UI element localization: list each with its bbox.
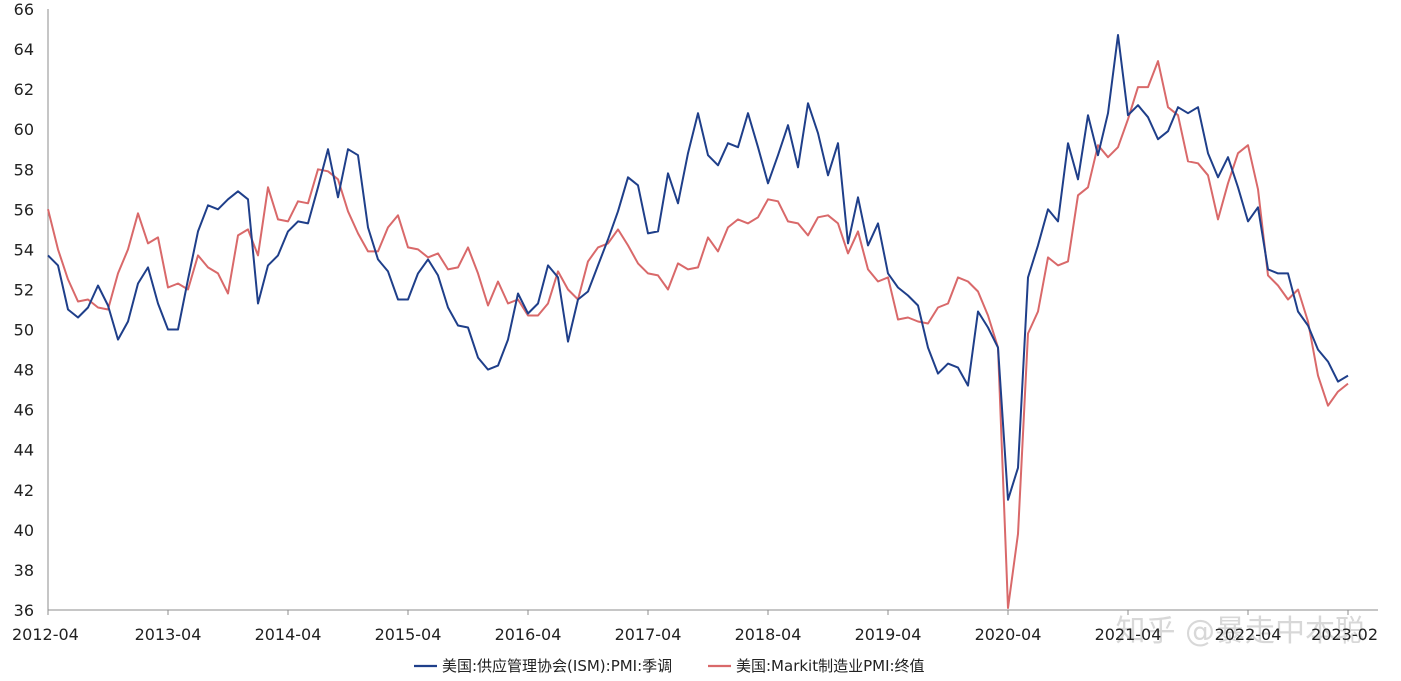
watermark-layer: 知乎 @暴走中本聪: [1115, 614, 1365, 649]
axes: [47, 9, 1378, 611]
legend-item-ism[interactable]: 美国:供应管理协会(ISM):PMI:季调: [414, 657, 672, 675]
y-tick-label: 54: [14, 240, 34, 259]
y-tick-label: 58: [14, 160, 34, 179]
x-tick-label: 2017-04: [615, 625, 682, 644]
y-tick-label: 42: [14, 481, 34, 500]
x-tick-label: 2023-02: [1311, 625, 1378, 644]
y-tick-label: 40: [14, 521, 34, 540]
y-tick-label: 44: [14, 441, 34, 460]
series-layer: [47, 34, 1349, 609]
legend-item-markit[interactable]: 美国:Markit制造业PMI:终值: [708, 657, 925, 675]
x-tick-label: 2021-04: [1095, 625, 1162, 644]
legend-label-markit: 美国:Markit制造业PMI:终值: [736, 657, 925, 675]
y-tick-label: 46: [14, 401, 34, 420]
legend: 美国:供应管理协会(ISM):PMI:季调 美国:Markit制造业PMI:终值: [414, 657, 925, 675]
x-tick-label: 2014-04: [255, 625, 322, 644]
y-tick-label: 36: [14, 601, 34, 620]
y-tick-label: 50: [14, 321, 34, 340]
series-line-ism: [47, 34, 1349, 501]
x-tick-label: 2016-04: [495, 625, 562, 644]
x-axis-tick-labels: 2012-04 2013-04 2014-04 2015-04 2016-04 2017-…: [12, 610, 1378, 644]
x-tick-label: 2022-04: [1215, 625, 1282, 644]
y-axis-tick-labels: 36 38 40 42 44 46 48 50 52 54 56 58 60 62 64 66: [14, 0, 34, 620]
y-tick-label: 62: [14, 80, 34, 99]
legend-label-ism: 美国:供应管理协会(ISM):PMI:季调: [442, 657, 672, 675]
series-line-markit: [47, 60, 1349, 609]
y-tick-label: 52: [14, 280, 34, 299]
x-tick-label: 2020-04: [975, 625, 1042, 644]
y-tick-label: 48: [14, 361, 34, 380]
y-tick-label: 64: [14, 40, 34, 59]
x-tick-label: 2019-04: [855, 625, 922, 644]
y-tick-label: 38: [14, 561, 34, 580]
x-tick-label: 2012-04: [12, 625, 79, 644]
watermark-text: 知乎 @暴走中本聪: [1115, 614, 1365, 649]
x-tick-label: 2018-04: [735, 625, 802, 644]
x-tick-label: 2013-04: [135, 625, 202, 644]
y-tick-label: 60: [14, 120, 34, 139]
x-tick-label: 2015-04: [375, 625, 442, 644]
y-tick-label: 56: [14, 200, 34, 219]
y-tick-label: 66: [14, 0, 34, 19]
